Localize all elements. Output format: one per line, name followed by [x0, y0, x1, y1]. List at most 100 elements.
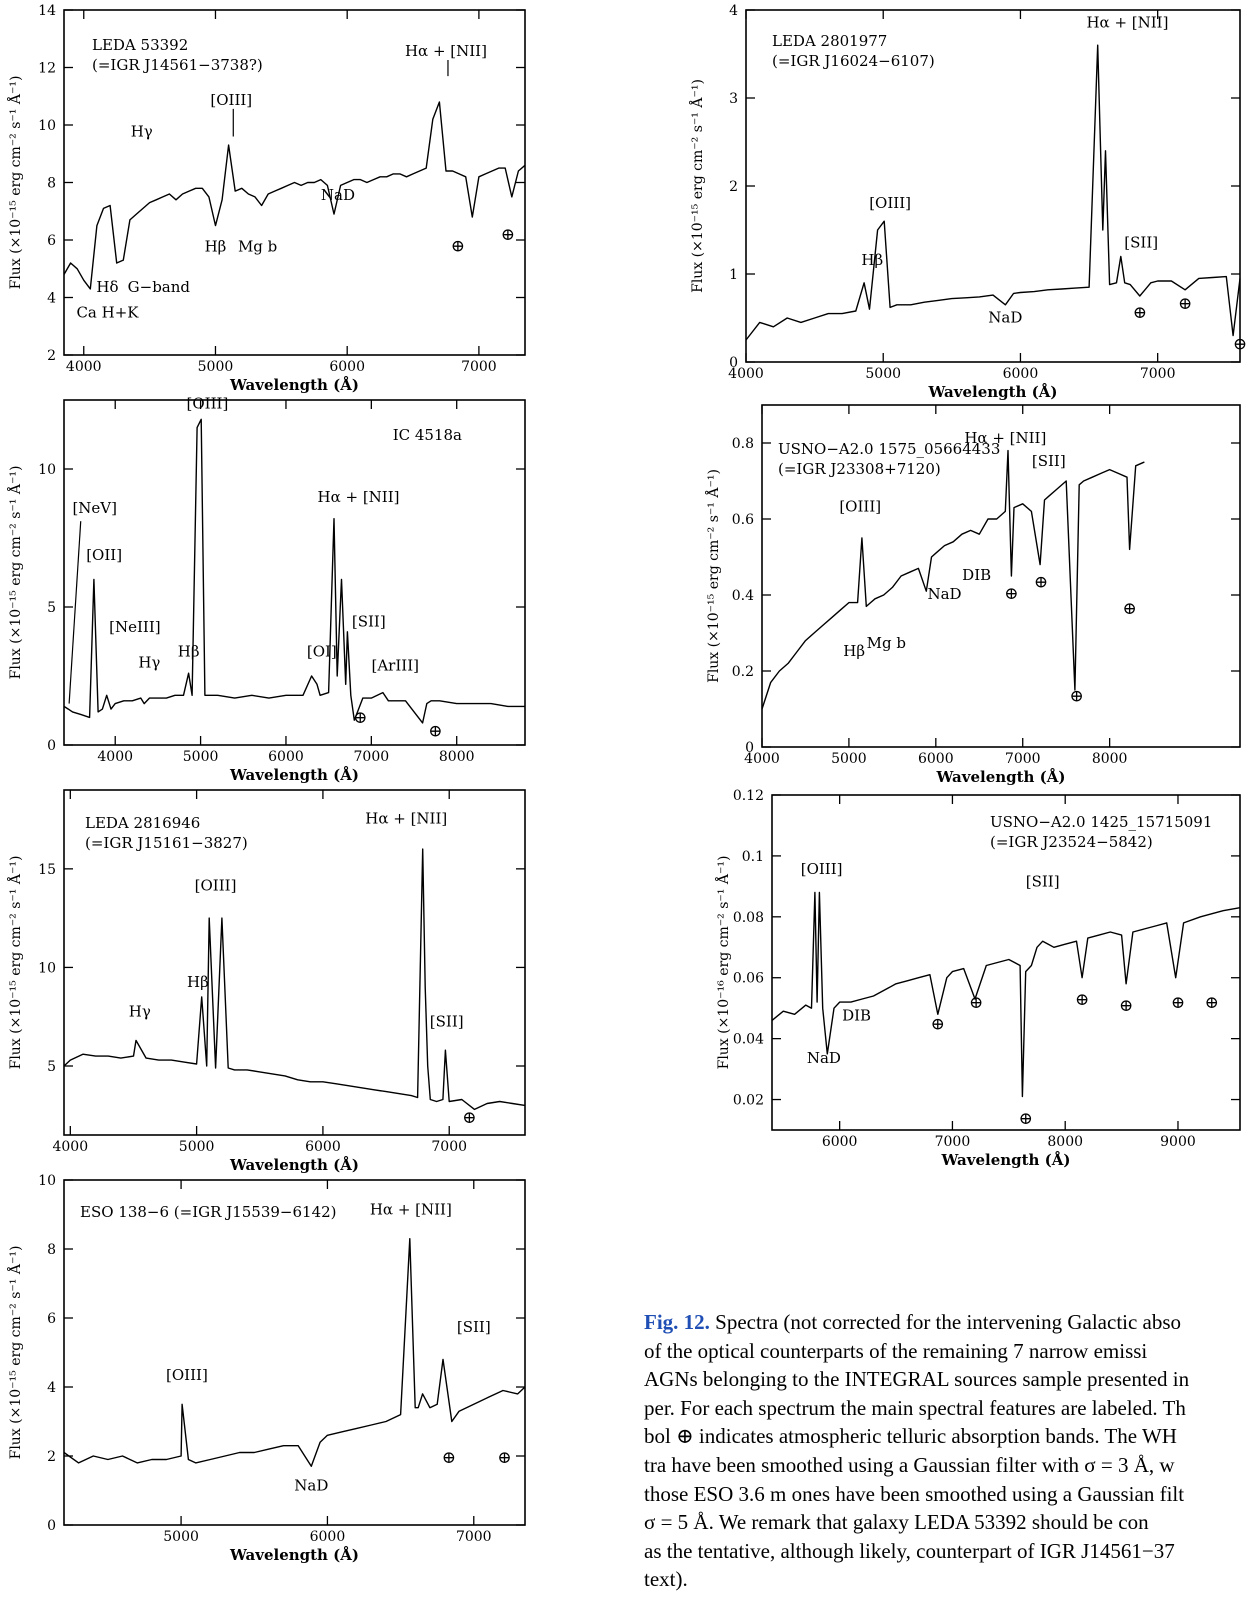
line-label: [OIII]: [869, 194, 911, 212]
spectrum-line: [63, 848, 526, 1111]
spectrum-line: [761, 449, 1145, 710]
caption-line: as the tentative, although likely, count…: [644, 1538, 1175, 1563]
caption-line: bol ⊕ indicates atmospheric telluric abs…: [644, 1424, 1177, 1449]
caption-line: of the optical counterparts of the remai…: [644, 1338, 1148, 1363]
x-axis-label: Wavelength (Å): [927, 383, 1057, 401]
x-tick-label: 5000: [163, 1529, 199, 1545]
y-tick-label: 12: [38, 61, 56, 77]
line-label: Mg b: [238, 238, 277, 256]
x-tick-label: 7000: [431, 1139, 467, 1155]
x-tick-label: 9000: [1160, 1134, 1196, 1150]
y-axis-label: Flux (×10⁻¹⁵ erg cm⁻² s⁻¹ Å⁻¹): [704, 469, 722, 683]
source-name: LEDA 2801977: [772, 32, 887, 50]
y-tick-label: 0: [745, 740, 754, 756]
y-tick-label: 0.02: [733, 1093, 764, 1109]
spectrum-line: [771, 891, 1241, 1098]
line-label: Hγ: [131, 123, 153, 141]
y-axis-label: Flux (×10⁻¹⁵ erg cm⁻² s⁻¹ Å⁻¹): [6, 1246, 24, 1460]
x-tick-label: 4000: [97, 749, 133, 765]
y-tick-label: 10: [38, 462, 56, 478]
line-label: [OIII]: [839, 497, 881, 515]
line-label: [OIII]: [801, 860, 843, 878]
y-tick-label: 10: [38, 960, 56, 976]
telluric-band-marker: ⊕: [353, 708, 367, 728]
x-axis-label: Wavelength (Å): [229, 376, 359, 394]
telluric-band-marker: ⊕: [1034, 572, 1048, 592]
caption-label: Fig. 12.: [644, 1310, 710, 1334]
line-label: DIB: [962, 566, 991, 584]
y-tick-label: 6: [47, 233, 56, 249]
y-tick-label: 4: [729, 3, 738, 19]
x-axis-label: Wavelength (Å): [935, 768, 1065, 786]
line-label: [ArIII]: [371, 656, 418, 674]
y-axis-label: Flux (×10⁻¹⁵ erg cm⁻² s⁻¹ Å⁻¹): [6, 856, 24, 1070]
y-tick-label: 0.2: [732, 664, 754, 680]
telluric-band-marker: ⊕: [501, 225, 515, 245]
telluric-band-marker: ⊕: [1019, 1109, 1033, 1129]
source-name: (=IGR J23524−5842): [990, 833, 1153, 851]
y-tick-label: 0: [47, 1518, 56, 1534]
x-tick-label: 8000: [1092, 751, 1128, 767]
source-name: USNO−A2.0 1425_15715091: [990, 813, 1212, 831]
telluric-band-marker: ⊕: [1178, 294, 1192, 314]
figure-caption: Fig. 12. Spectra (not corrected for the …: [644, 1308, 1255, 1594]
plot-frame: [761, 404, 1241, 748]
caption-line: per. For each spectrum the main spectral…: [644, 1395, 1186, 1420]
caption-line: σ = 5 Å. We remark that galaxy LEDA 5339…: [644, 1510, 1149, 1535]
source-name: LEDA 53392: [92, 36, 188, 54]
y-tick-label: 0.06: [733, 971, 764, 987]
line-label: Hβ: [187, 973, 209, 991]
telluric-band-marker: ⊕: [1171, 993, 1185, 1013]
source-name: ESO 138−6 (=IGR J15539−6142): [80, 1203, 337, 1221]
telluric-band-marker: ⊕: [451, 237, 465, 257]
y-tick-label: 10: [38, 1173, 56, 1189]
telluric-band-marker: ⊕: [1205, 993, 1219, 1013]
x-tick-label: 7000: [935, 1134, 971, 1150]
caption-line: Spectra (not corrected for the interveni…: [715, 1310, 1182, 1334]
y-tick-label: 14: [38, 3, 56, 19]
spectrum-panel-usno1425: 6000 7000 8000 9000 0.02 0.04 0.06 0.08 0.1 0.12 W…: [714, 788, 1241, 1169]
y-tick-label: 1: [729, 267, 738, 283]
y-axis-label: Flux (×10⁻¹⁵ erg cm⁻² s⁻¹ Å⁻¹): [6, 466, 24, 680]
line-label: [SII]: [457, 1318, 491, 1336]
x-tick-label: 7000: [456, 1529, 492, 1545]
line-label: [OIII]: [166, 1366, 208, 1384]
line-label: Mg b: [867, 634, 906, 652]
line-label: [NeIII]: [109, 618, 160, 636]
source-name: (=IGR J15161−3827): [85, 834, 248, 852]
y-axis-label: Flux (×10⁻¹⁵ erg cm⁻² s⁻¹ Å⁻¹): [6, 76, 24, 290]
line-label: [OI]: [307, 643, 337, 661]
source-name: USNO−A2.0 1575_05664433: [778, 440, 1000, 458]
line-label: Hβ: [178, 643, 200, 661]
line-label: NaD: [321, 186, 355, 204]
x-tick-label: 6000: [268, 749, 304, 765]
y-tick-label: 4: [47, 291, 56, 307]
line-label: Hα + [NII]: [405, 42, 487, 60]
spectrum-line: [63, 418, 525, 724]
telluric-band-marker: ⊕: [1233, 335, 1247, 355]
source-name: IC 4518a: [393, 426, 462, 444]
y-tick-label: 5: [47, 600, 56, 616]
line-label: NaD: [807, 1049, 841, 1067]
spectrum-line: [63, 1238, 526, 1467]
y-tick-label: 8: [47, 1242, 56, 1258]
x-tick-label: 4000: [52, 1139, 88, 1155]
line-label: [SII]: [430, 1013, 464, 1031]
telluric-band-marker: ⊕: [1123, 599, 1137, 619]
caption-line: AGNs belonging to the INTEGRAL sources s…: [644, 1367, 1190, 1392]
y-tick-label: 10: [38, 118, 56, 134]
source-name: LEDA 2816946: [85, 814, 200, 832]
caption-line: text).: [644, 1567, 688, 1592]
y-tick-label: 2: [47, 348, 56, 364]
line-label: [NeV]: [72, 499, 117, 517]
y-tick-label: 0.12: [733, 788, 764, 804]
spectrum-panel-usno1575: 4000 5000 6000 7000 8000 0 0.2 0.4 0.6 0.8 Wavelen…: [704, 404, 1241, 786]
line-label: Hγ: [138, 654, 160, 672]
x-tick-label: 6000: [822, 1134, 858, 1150]
source-name: (=IGR J16024−6107): [772, 52, 935, 70]
spectrum-panel-leda2816946: 4000 5000 6000 7000 5 10 15 Wavelength (Å) Flux …: [6, 789, 526, 1174]
x-axis-label: Wavelength (Å): [229, 766, 359, 784]
line-label: Hβ: [861, 251, 883, 269]
line-label: [OII]: [86, 546, 122, 564]
spectrum-line: [63, 101, 526, 290]
